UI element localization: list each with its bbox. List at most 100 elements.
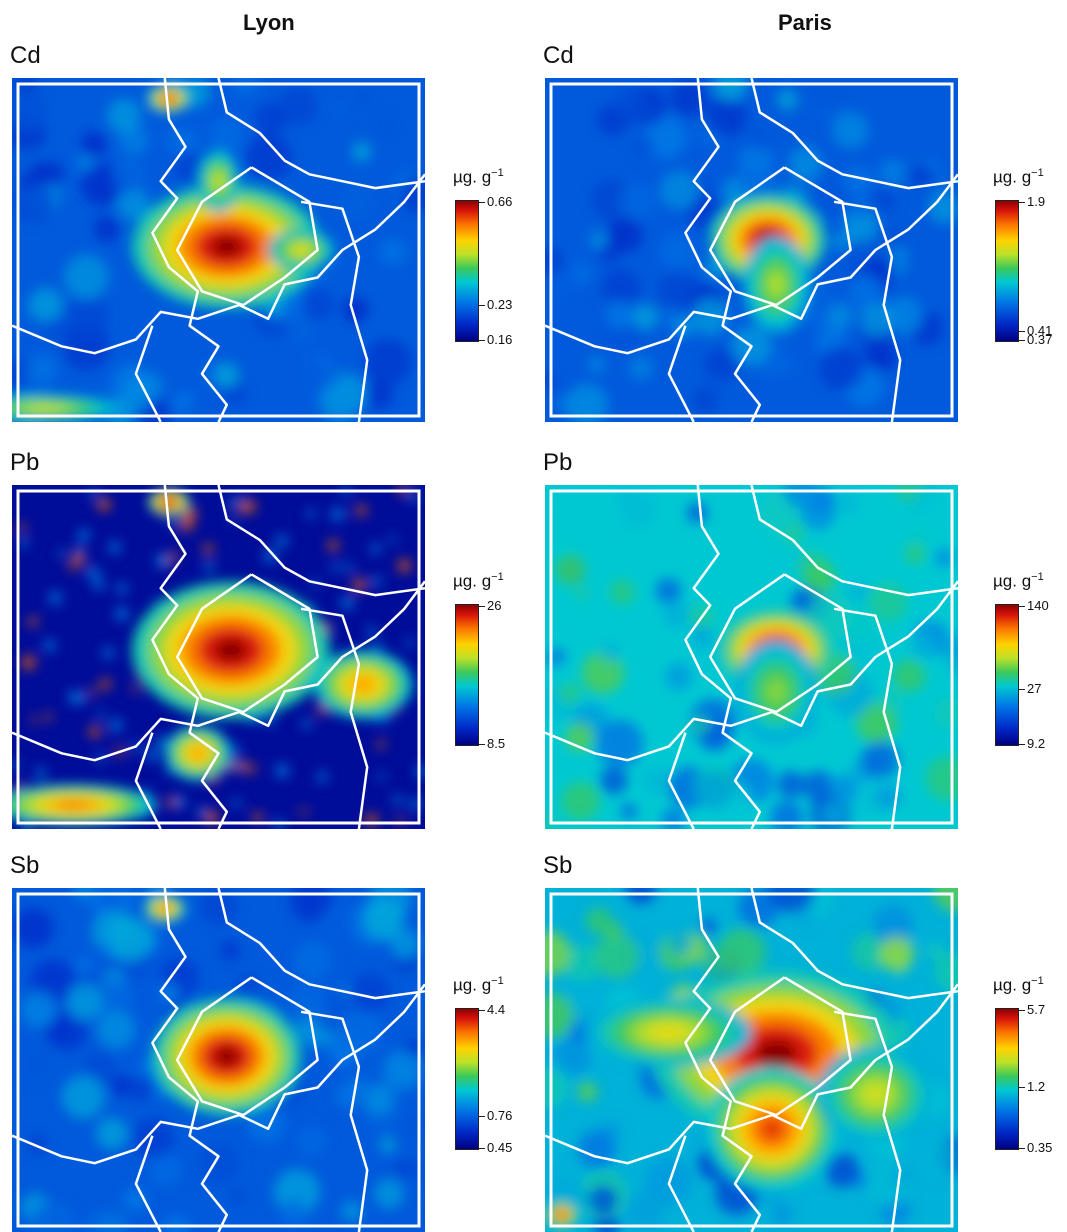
texture-blob	[718, 929, 765, 976]
texture-blob	[94, 216, 120, 242]
texture-blob	[107, 916, 152, 961]
texture-blob	[253, 813, 263, 823]
texture-blob	[78, 534, 86, 542]
texture-blob	[772, 1204, 792, 1224]
colorbar-tick-label: 5.7	[1027, 1002, 1045, 1017]
texture-blob	[231, 760, 240, 769]
texture-blob	[89, 726, 100, 737]
texture-blob	[633, 304, 659, 330]
texture-blob	[294, 941, 332, 979]
heatmap-lyon-cd	[12, 78, 425, 422]
texture-blob	[110, 1075, 131, 1096]
texture-blob	[129, 1075, 155, 1101]
texture-blob	[132, 686, 139, 693]
texture-blob	[230, 1188, 247, 1205]
texture-blob	[317, 706, 326, 715]
hotspot-ring	[756, 1039, 797, 1067]
texture-blob	[203, 544, 213, 554]
texture-blob	[31, 717, 37, 723]
colorbar-tick-label: 8.5	[487, 736, 505, 751]
panel-label-lyon-pb: Pb	[10, 449, 39, 477]
texture-blob	[747, 125, 772, 150]
texture-blob	[383, 1050, 423, 1090]
texture-blob	[287, 316, 316, 345]
texture-blob	[696, 771, 734, 809]
unit-exponent: −1	[491, 975, 504, 987]
texture-blob	[406, 639, 414, 647]
colorbar-tick-mark	[479, 1010, 485, 1011]
texture-blob	[100, 679, 111, 690]
texture-blob	[352, 86, 374, 108]
panel-label-paris-cd: Cd	[543, 42, 574, 70]
texture-blob	[150, 1154, 182, 1186]
texture-blob	[610, 580, 635, 605]
texture-blob	[788, 147, 822, 181]
texture-blob	[663, 601, 690, 628]
texture-blob	[170, 552, 178, 560]
colorbar-tick-mark	[1019, 606, 1025, 607]
texture-blob	[81, 132, 107, 158]
texture-blob	[328, 540, 339, 551]
column-title-paris: Paris	[778, 10, 832, 36]
hotspot-ring	[33, 406, 58, 411]
colorbar-paris-pb	[995, 604, 1019, 746]
colorbar-tick-mark	[1019, 331, 1025, 332]
colorbar-tick-mark	[479, 202, 485, 203]
texture-blob	[156, 554, 170, 568]
hotspot-ring	[192, 749, 203, 758]
colorbar-lyon-pb	[455, 604, 479, 746]
colorbar-tick-label: 0.45	[487, 1140, 512, 1155]
hotspot-ring	[761, 1118, 783, 1139]
texture-blob	[276, 535, 288, 547]
hotspot-ring	[214, 1047, 239, 1066]
colorbar-tick-label: 0.37	[1027, 332, 1052, 347]
texture-blob	[73, 553, 85, 565]
texture-blob	[97, 712, 105, 720]
texture-blob	[255, 103, 286, 134]
unit-text: µg. g	[993, 572, 1031, 591]
texture-blob	[618, 183, 655, 220]
panel-label-lyon-cd: Cd	[10, 42, 41, 70]
texture-blob	[96, 1117, 128, 1149]
unit-text: µg. g	[993, 168, 1031, 187]
texture-blob	[398, 559, 411, 572]
texture-blob	[247, 764, 256, 773]
texture-blob	[22, 656, 36, 670]
texture-blob	[588, 1185, 618, 1215]
texture-blob	[66, 984, 103, 1021]
texture-blob	[87, 567, 100, 580]
texture-blob	[66, 294, 109, 337]
texture-blob	[317, 772, 328, 783]
colorbar-tick-label: 0.66	[487, 194, 512, 209]
texture-blob	[20, 1047, 54, 1081]
texture-blob	[58, 550, 66, 558]
colorbar-lyon-cd	[455, 200, 479, 342]
texture-blob	[880, 159, 906, 185]
unit-exponent: −1	[1031, 975, 1044, 987]
texture-blob	[374, 1179, 404, 1209]
texture-blob	[35, 768, 46, 779]
texture-blob	[209, 117, 245, 153]
colorbar-lyon-sb	[455, 1008, 479, 1150]
texture-blob	[146, 749, 159, 762]
texture-blob	[865, 1159, 911, 1205]
texture-blob	[548, 270, 580, 302]
texture-blob	[64, 254, 109, 299]
texture-blob	[68, 692, 79, 703]
texture-blob	[103, 647, 114, 658]
unit-exponent: −1	[1031, 167, 1044, 179]
colorbar-tick-mark	[479, 606, 485, 607]
hotspot-ring	[214, 639, 247, 662]
texture-blob	[798, 909, 816, 927]
texture-blob	[573, 585, 589, 601]
texture-blob	[113, 160, 146, 193]
colorbar-tick-label: 27	[1027, 681, 1041, 696]
colorbar-tick-label: 0.16	[487, 332, 512, 347]
colorbar-tick-mark	[1019, 340, 1025, 341]
texture-blob	[372, 576, 382, 586]
unit-text: µg. g	[453, 572, 491, 591]
colorbar-tick-mark	[479, 1116, 485, 1117]
hotspot-ring	[559, 1213, 565, 1218]
texture-blob	[628, 355, 653, 380]
texture-blob	[40, 162, 65, 187]
